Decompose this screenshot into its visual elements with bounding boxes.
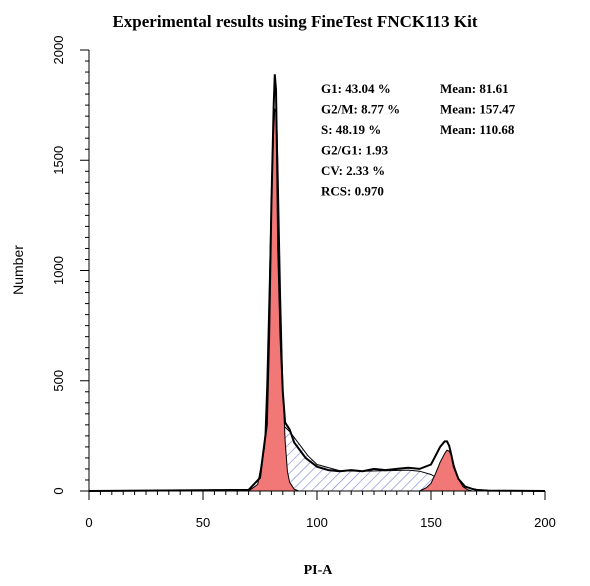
x-tick-label: 50 <box>196 515 210 530</box>
y-tick-label: 1500 <box>51 146 66 175</box>
y-tick-label: 1000 <box>51 256 66 285</box>
y-axis-label: Number <box>10 245 26 295</box>
stat-label-left: G2/M: 8.77 % <box>321 102 400 117</box>
stat-label-left: RCS: 0.970 <box>321 184 384 199</box>
stat-label-mean: Mean: 110.68 <box>440 122 515 137</box>
stat-label-mean: Mean: 81.61 <box>440 81 509 96</box>
stat-label-mean: Mean: 157.47 <box>440 102 516 117</box>
x-tick-label: 150 <box>420 515 442 530</box>
y-tick-label: 0 <box>51 487 66 494</box>
plot-area <box>88 74 546 492</box>
stat-label-left: CV: 2.33 % <box>321 163 385 178</box>
y-tick-label: 2000 <box>51 36 66 65</box>
chart-title: Experimental results using FineTest FNCK… <box>112 12 477 31</box>
x-tick-label: 200 <box>534 515 556 530</box>
stats-panel: G1: 43.04 % G2/M: 8.77 % S: 48.19 % G2/G1: … <box>321 81 516 199</box>
stat-label-left: G2/G1: 1.93 <box>321 143 389 158</box>
x-tick-label: 0 <box>85 515 92 530</box>
x-axis-label: PI-A <box>304 563 334 578</box>
x-tick-label: 100 <box>306 515 328 530</box>
histogram-line <box>88 74 546 492</box>
stat-label-left: S: 48.19 % <box>321 122 381 137</box>
y-tick-label: 500 <box>51 370 66 392</box>
stat-label-left: G1: 43.04 % <box>321 81 391 96</box>
